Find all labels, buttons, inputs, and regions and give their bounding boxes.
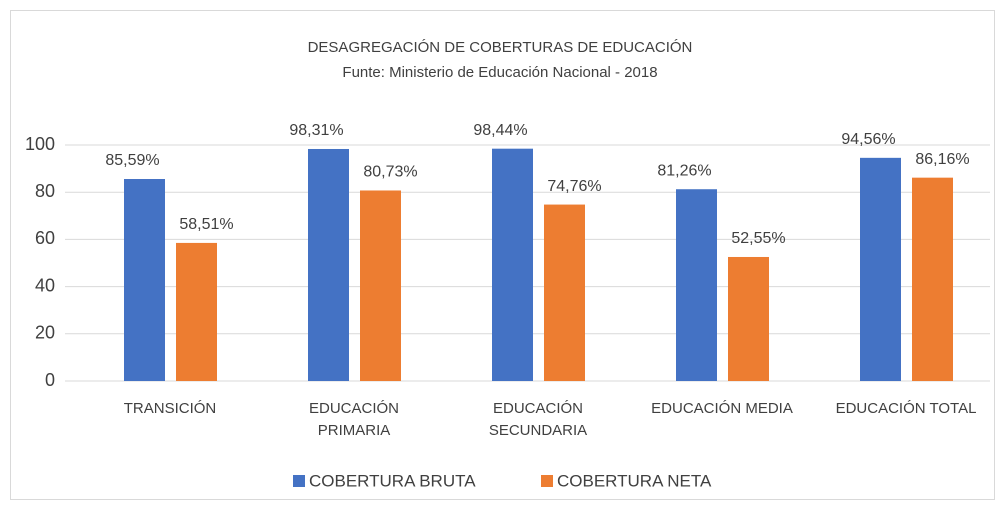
chart-subtitle: Funte: Ministerio de Educación Nacional … bbox=[342, 64, 657, 81]
y-tick-label: 60 bbox=[35, 228, 55, 248]
data-label: 81,26% bbox=[657, 162, 711, 179]
bar bbox=[676, 189, 717, 381]
legend-label: COBERTURA BRUTA bbox=[309, 471, 476, 490]
bar bbox=[860, 157, 901, 381]
bar bbox=[544, 204, 585, 381]
bar bbox=[492, 148, 533, 381]
chart-title: DESAGREGACIÓN DE COBERTURAS DE EDUCACIÓN bbox=[308, 39, 693, 56]
data-label: 98,31% bbox=[289, 122, 343, 139]
data-label: 85,59% bbox=[105, 152, 159, 169]
legend-label: COBERTURA NETA bbox=[557, 471, 712, 490]
bar bbox=[308, 148, 349, 381]
bar bbox=[176, 242, 217, 381]
data-label: 98,44% bbox=[473, 122, 527, 139]
bar bbox=[912, 177, 953, 381]
x-tick-label: EDUCACIÓN SECUNDARIA bbox=[488, 400, 588, 439]
data-label: 52,55% bbox=[731, 230, 785, 247]
data-label: 80,73% bbox=[363, 164, 417, 181]
y-tick-label: 100 bbox=[25, 134, 55, 154]
data-label: 74,76% bbox=[547, 178, 601, 195]
x-tick-label: EDUCACIÓN TOTAL bbox=[835, 400, 977, 417]
y-tick-label: 40 bbox=[35, 275, 55, 295]
y-tick-label: 80 bbox=[35, 181, 55, 201]
data-label: 86,16% bbox=[915, 151, 969, 168]
y-tick-label: 20 bbox=[35, 323, 55, 343]
x-tick-label: EDUCACIÓN MEDIA bbox=[651, 400, 793, 417]
bar bbox=[360, 190, 401, 381]
data-label: 94,56% bbox=[841, 131, 895, 148]
bar bbox=[728, 256, 769, 381]
data-label: 58,51% bbox=[179, 216, 233, 233]
x-tick-label: EDUCACIÓN PRIMARIA bbox=[308, 400, 399, 439]
bar bbox=[124, 179, 165, 381]
y-tick-label: 0 bbox=[45, 370, 55, 390]
legend-swatch bbox=[541, 475, 553, 487]
legend-swatch bbox=[293, 475, 305, 487]
x-tick-label: TRANSICIÓN bbox=[123, 400, 217, 417]
